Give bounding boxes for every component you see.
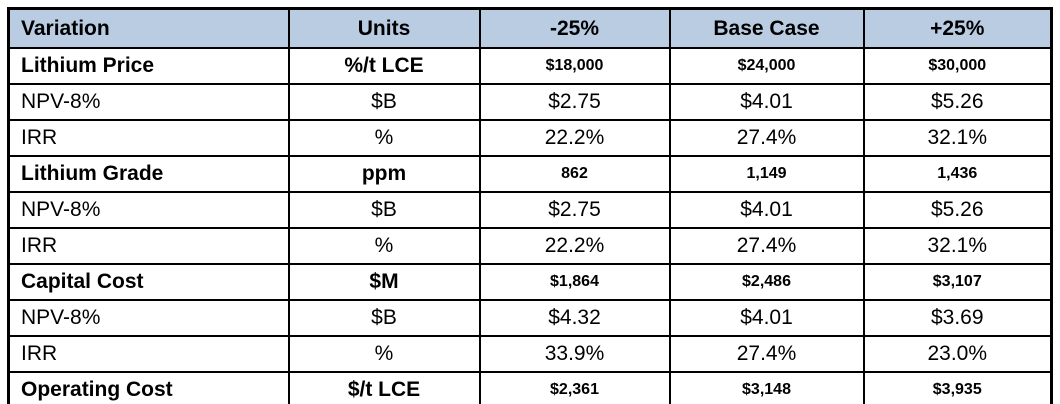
sensitivity-analysis-table: Variation Units -25% Base Case +25% Lith…	[7, 7, 1053, 404]
row-label: Operating Cost	[7, 371, 290, 404]
header-variation: Variation	[7, 7, 290, 49]
header-base-case: Base Case	[668, 7, 865, 49]
value-cell: $4.01	[668, 83, 865, 121]
value-cell: 22.2%	[478, 119, 671, 157]
table-body: Lithium Price %/t LCE $18,000 $24,000 $30,00…	[7, 47, 1053, 404]
value-cell: $3,935	[862, 371, 1053, 404]
value-cell: $3.69	[862, 299, 1053, 337]
row-label: IRR	[7, 335, 290, 373]
units-cell: $B	[287, 299, 481, 337]
value-cell: 32.1%	[862, 119, 1053, 157]
value-cell: $18,000	[478, 47, 671, 85]
value-cell: 27.4%	[668, 227, 865, 265]
header-row: Variation Units -25% Base Case +25%	[7, 7, 1053, 49]
row-label: IRR	[7, 119, 290, 157]
table-row: IRR% 22.2% 27.4% 32.1%	[7, 119, 1053, 157]
row-label: Lithium Grade	[7, 155, 290, 193]
value-cell: $1,864	[478, 263, 671, 301]
value-cell: $3,107	[862, 263, 1053, 301]
row-label: IRR	[7, 227, 290, 265]
units-cell: $B	[287, 191, 481, 229]
table-row: IRR% 22.2% 27.4% 32.1%	[7, 227, 1053, 265]
row-label: NPV-8%	[7, 191, 290, 229]
units-cell: %/t LCE	[287, 47, 481, 85]
units-cell: %	[287, 119, 481, 157]
value-cell: 23.0%	[862, 335, 1053, 373]
table-row: Capital Cost $M $1,864 $2,486 $3,107	[7, 263, 1053, 301]
value-cell: $4.01	[668, 191, 865, 229]
table-row: NPV-8% $B $2.75 $4.01 $5.26	[7, 83, 1053, 121]
value-cell: $2,361	[478, 371, 671, 404]
table-row: IRR% 33.9% 27.4% 23.0%	[7, 335, 1053, 373]
value-cell: 33.9%	[478, 335, 671, 373]
value-cell: $2,486	[668, 263, 865, 301]
value-cell: $2.75	[478, 83, 671, 121]
units-cell: ppm	[287, 155, 481, 193]
value-cell: $3,148	[668, 371, 865, 404]
value-cell: $2.75	[478, 191, 671, 229]
units-cell: $M	[287, 263, 481, 301]
units-cell: %	[287, 227, 481, 265]
value-cell: $4.01	[668, 299, 865, 337]
header-units: Units	[287, 7, 481, 49]
value-cell: 32.1%	[862, 227, 1053, 265]
row-label: NPV-8%	[7, 83, 290, 121]
table-row: NPV-8% $B $2.75 $4.01 $5.26	[7, 191, 1053, 229]
row-label: NPV-8%	[7, 299, 290, 337]
value-cell: 1,436	[862, 155, 1053, 193]
row-label: Lithium Price	[7, 47, 290, 85]
value-cell: $5.26	[862, 83, 1053, 121]
header-plus-25: +25%	[862, 7, 1053, 49]
value-cell: $30,000	[862, 47, 1053, 85]
value-cell: 27.4%	[668, 119, 865, 157]
table-row: Lithium Grade ppm 862 1,149 1,436	[7, 155, 1053, 193]
value-cell: 22.2%	[478, 227, 671, 265]
table-row: NPV-8% $B $4.32 $4.01 $3.69	[7, 299, 1053, 337]
value-cell: $5.26	[862, 191, 1053, 229]
units-cell: %	[287, 335, 481, 373]
table-row: Operating Cost $/t LCE $2,361 $3,148 $3,935	[7, 371, 1053, 404]
value-cell: $4.32	[478, 299, 671, 337]
value-cell: $24,000	[668, 47, 865, 85]
value-cell: 862	[478, 155, 671, 193]
table-row: Lithium Price %/t LCE $18,000 $24,000 $30,00…	[7, 47, 1053, 85]
value-cell: 1,149	[668, 155, 865, 193]
value-cell: 27.4%	[668, 335, 865, 373]
row-label: Capital Cost	[7, 263, 290, 301]
header-minus-25: -25%	[478, 7, 671, 49]
units-cell: $/t LCE	[287, 371, 481, 404]
units-cell: $B	[287, 83, 481, 121]
